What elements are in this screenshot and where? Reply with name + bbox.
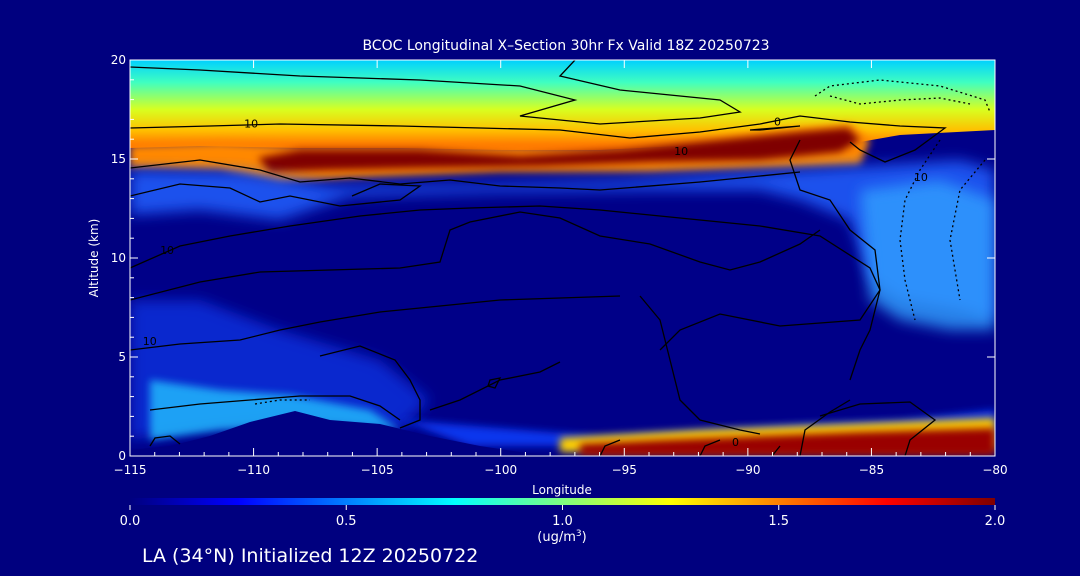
x-tick-label: −90: [735, 463, 760, 477]
x-tick-label: −115: [114, 463, 147, 477]
contour-label: 10: [143, 335, 157, 348]
y-axis-label: Altitude (km): [87, 219, 101, 298]
contour-line: [699, 439, 721, 456]
contour-labels: 10 0 10 10 10 10 0: [143, 115, 928, 449]
contour-line: [899, 139, 941, 321]
contour-line: [599, 439, 621, 456]
tropopause-maximum: [258, 128, 860, 172]
contour-line: [130, 159, 801, 191]
x-axis: −115 −110 −105 −100 −95 −90 −85 −80: [114, 60, 1008, 477]
contour-line: [254, 399, 310, 405]
y-axis: 0 5 10 15 20: [111, 53, 995, 463]
contour-line: [130, 60, 742, 125]
contour-line: [130, 115, 947, 163]
colorbar-bar: [130, 498, 995, 505]
contour-line: [949, 159, 986, 301]
colorbar-units-close: ): [582, 530, 587, 545]
colorbar-tick-label: 0.0: [120, 514, 141, 529]
terrain: [130, 411, 560, 456]
station-info: LA (34°N) Initialized 12Z 20250722: [142, 545, 478, 567]
contour-label: 0: [732, 436, 739, 449]
contour-label: 10: [914, 171, 928, 184]
colorbar-units-sup: 3: [576, 529, 582, 539]
sub-layer: [130, 160, 995, 320]
y-tick-label: 5: [118, 350, 126, 364]
contour-lines: [130, 60, 991, 456]
colorbar-units-text: (ug/m: [537, 530, 576, 545]
colorbar-tick-label: 2.0: [985, 514, 1006, 529]
contour-label: 10: [160, 244, 174, 257]
contour-line: [819, 401, 937, 456]
contour-line: [130, 211, 821, 301]
colorbar-tick-label: 0.5: [336, 514, 357, 529]
x-tick-label: −105: [361, 463, 394, 477]
contour-line: [799, 399, 851, 456]
x-tick-label: −80: [982, 463, 1007, 477]
contour-line: [771, 445, 781, 456]
x-tick-label: −100: [484, 463, 517, 477]
contour-line: [149, 435, 181, 447]
contour-label: 0: [774, 115, 781, 128]
x-tick-label: −85: [859, 463, 884, 477]
colorbar-units: (ug/m3): [537, 529, 586, 545]
contour-line: [149, 395, 401, 421]
contour-dotted: [254, 79, 991, 405]
contour-line: [130, 183, 422, 207]
contour-line: [829, 95, 971, 105]
x-tick-label: −110: [237, 463, 270, 477]
colorbar: 0.0 0.5 1.0 1.5 2.0 (ug/m3): [120, 498, 1006, 545]
y-tick-label: 0: [118, 449, 126, 463]
chart-title: BCOC Longitudinal X–Section 30hr Fx Vali…: [362, 38, 769, 54]
surface-maximum: [580, 428, 995, 456]
contour-line: [130, 295, 621, 351]
y-tick-label: 15: [111, 152, 126, 166]
y-tick-label: 20: [111, 53, 126, 67]
colorbar-tick-label: 1.5: [768, 514, 789, 529]
contour-line: [487, 377, 502, 389]
contour-line: [319, 345, 421, 429]
contour-line: [749, 125, 801, 131]
x-tick-label: −95: [612, 463, 637, 477]
x-axis-label: Longitude: [532, 483, 592, 497]
colorbar-ticks: 0.0 0.5 1.0 1.5 2.0: [120, 505, 1006, 529]
concentration-field: [130, 60, 995, 456]
contour-label: 10: [674, 145, 688, 158]
contour-line: [130, 205, 881, 351]
colorbar-tick-label: 1.0: [552, 514, 573, 529]
contour-label: 10: [244, 117, 258, 130]
contour-line: [789, 139, 881, 381]
contour-line: [639, 295, 761, 435]
y-tick-label: 10: [111, 251, 126, 265]
contour-line: [429, 361, 561, 411]
contour-line: [814, 79, 991, 113]
right-column: [860, 180, 995, 330]
